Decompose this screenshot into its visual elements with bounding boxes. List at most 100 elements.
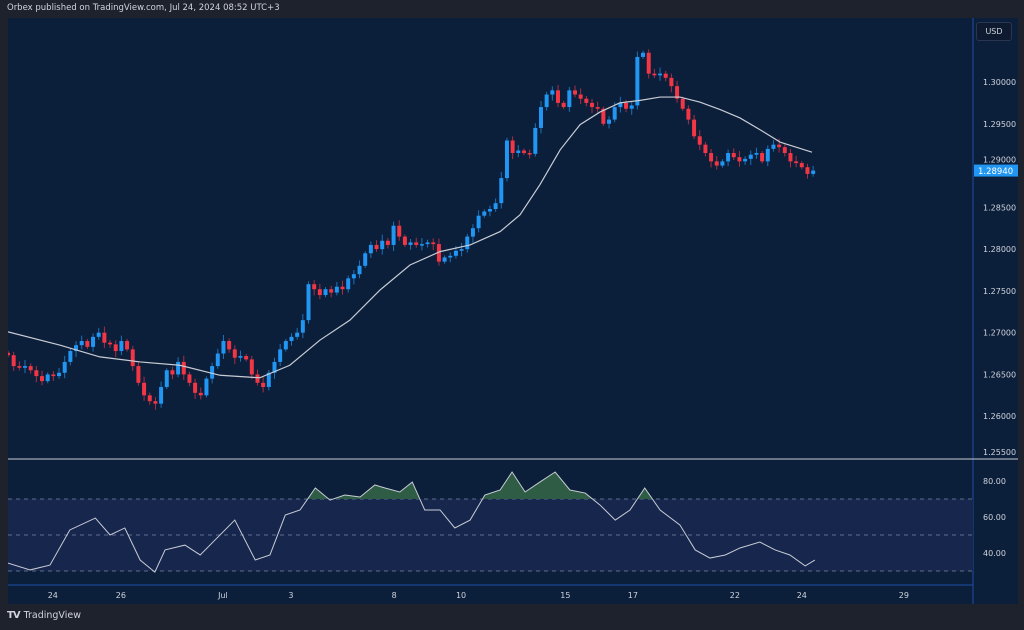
candle-body (181, 361, 186, 375)
candle-body (96, 332, 101, 337)
candle-body (760, 153, 765, 162)
candle-body (130, 349, 135, 367)
candle-body (436, 244, 441, 262)
candle-body (119, 341, 124, 352)
candle-body (658, 73, 663, 76)
candle-body (561, 102, 566, 108)
candle-body (164, 370, 169, 387)
candle-body (782, 147, 787, 154)
candle-body (74, 345, 79, 352)
brand-label[interactable]: TradingView (23, 610, 81, 621)
candle-body (465, 236, 470, 250)
time-tick-label: Jul (217, 591, 228, 600)
candle-body (28, 366, 33, 371)
candle-body (697, 136, 702, 145)
time-tick-label: 10 (456, 591, 466, 600)
candle-body (692, 119, 697, 137)
candle-body (85, 341, 90, 347)
candle-body (221, 341, 226, 354)
candle-body (380, 240, 385, 250)
candle-body (159, 386, 164, 404)
chart-frame[interactable]: 1.30000 1.29500 1.29000 1.28500 1.28000 1.275… (8, 18, 1018, 604)
candle-body (550, 90, 555, 95)
candle-body (45, 374, 50, 382)
candle-body (232, 349, 237, 358)
oscillator-tick-label: 40.00 (983, 549, 1006, 558)
overbought-area (8, 472, 815, 499)
price-tick-label: 1.30000 (983, 78, 1016, 87)
candle-body (578, 94, 583, 99)
candle-body (300, 320, 305, 333)
candle-body (312, 284, 317, 290)
time-tick-label: 8 (392, 591, 397, 600)
candle-body (737, 157, 742, 162)
candle-body (249, 359, 254, 375)
time-tick-label: 15 (560, 591, 570, 600)
time-tick-label: 17 (628, 591, 638, 600)
candle-body (709, 153, 714, 162)
candle-body (533, 127, 538, 154)
candle-body (91, 336, 96, 347)
currency-button[interactable]: USD (976, 22, 1012, 41)
candle-body (493, 203, 498, 210)
candle-body (187, 374, 192, 383)
candle-body (329, 289, 334, 293)
candle-body (771, 144, 776, 149)
chart-canvas[interactable]: 1.30000 1.29500 1.29000 1.28500 1.28000 1.275… (8, 18, 1018, 604)
candle-body (363, 253, 368, 266)
candle-body (334, 286, 339, 293)
candle-body (527, 153, 532, 155)
time-tick-label: 24 (48, 591, 58, 600)
candle-body (397, 225, 402, 237)
time-tick-label: 3 (288, 591, 293, 600)
last-price-badge (974, 164, 1018, 177)
price-tick-label: 1.29000 (983, 156, 1016, 165)
oscillator-tick-label: 80.00 (983, 477, 1006, 486)
candle-body (34, 370, 39, 377)
candle-body (374, 244, 379, 250)
candle-body (487, 209, 492, 212)
candle-body (499, 178, 504, 204)
oscillator-tick-label: 60.00 (983, 513, 1006, 522)
candle-body (720, 161, 725, 166)
candle-body (663, 73, 668, 78)
candle-body (102, 332, 107, 343)
candle-body (289, 336, 294, 342)
candle-body (306, 284, 311, 321)
time-tick-label: 26 (116, 591, 126, 600)
candle-body (244, 356, 249, 360)
candle-body (23, 366, 28, 368)
candle-body (805, 167, 810, 174)
candle-body (470, 228, 475, 237)
candle-body (408, 242, 413, 245)
candle-body (765, 148, 770, 162)
candle-body (51, 374, 56, 377)
candle-body (402, 236, 407, 245)
candle-body (198, 392, 203, 396)
candle-body (40, 376, 45, 382)
candle-body (340, 286, 345, 290)
candle-body (743, 158, 748, 162)
candle-body (669, 77, 674, 87)
candle-body (142, 382, 147, 396)
candle-body (686, 108, 691, 120)
price-tick-label: 1.29500 (983, 120, 1016, 129)
candle-body (504, 140, 509, 179)
price-tick-label: 1.26500 (983, 370, 1016, 379)
candle-body (521, 150, 526, 154)
candle-body (811, 170, 816, 174)
price-tick-label: 1.27500 (983, 287, 1016, 296)
candle-body (629, 105, 634, 109)
candle-body (590, 102, 595, 108)
oscillator-line (8, 471, 816, 573)
candle-body (448, 255, 453, 258)
candle-body (652, 73, 657, 76)
candle-body (176, 361, 181, 375)
candle-body (731, 153, 736, 158)
candle-body (799, 163, 804, 168)
candle-body (261, 382, 266, 387)
candle-body (113, 344, 118, 352)
candle-body (573, 90, 577, 95)
candle-body (204, 378, 209, 396)
candle-body (272, 361, 277, 373)
